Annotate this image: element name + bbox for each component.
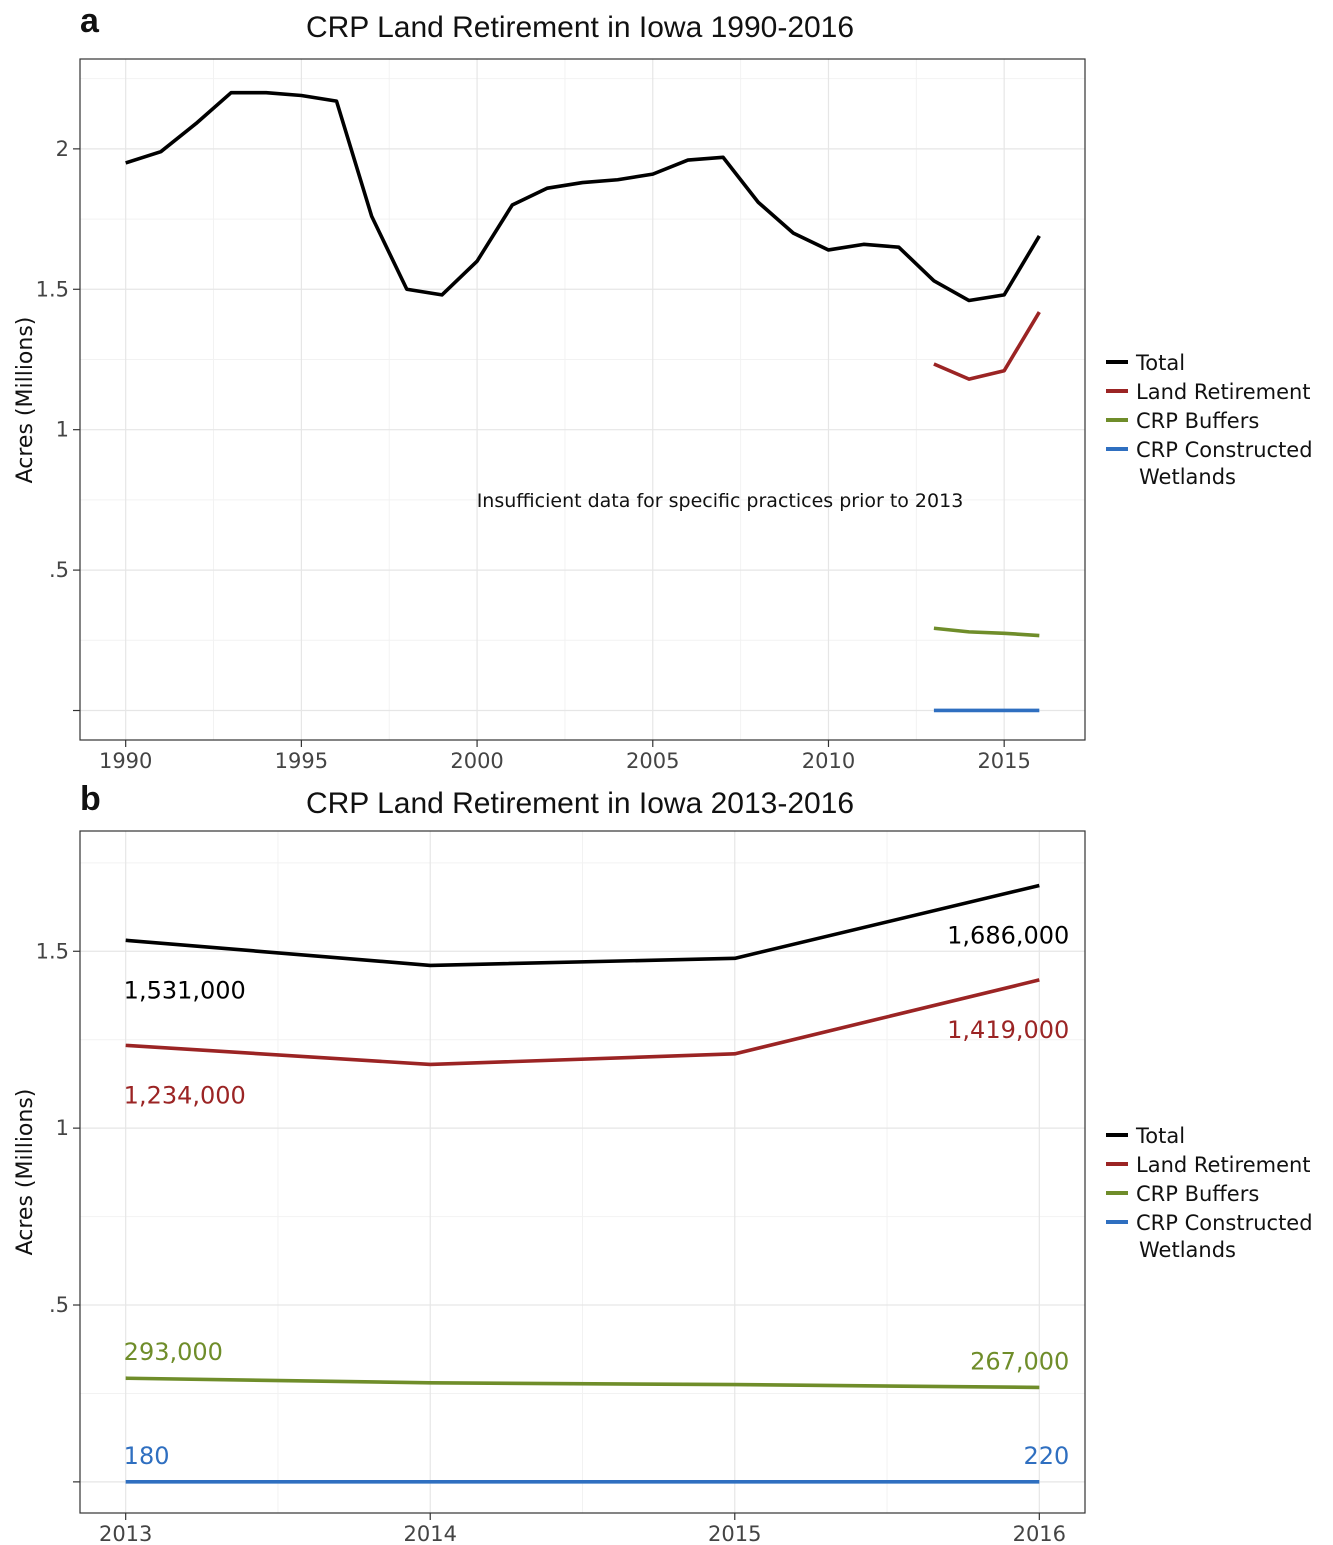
- data-label: 1,234,000: [124, 1081, 246, 1109]
- panel-letter: a: [80, 2, 100, 40]
- plot-frame: [79, 58, 1086, 741]
- x-tick-label: 1990: [99, 749, 152, 773]
- legend: Total Land Retirement CRP Buffers CRP Const…: [1106, 351, 1313, 489]
- x-tick-label: 2014: [404, 1522, 457, 1545]
- annotation-text: Insufficient data for specific practices…: [477, 490, 964, 512]
- y-tick-label: .5: [49, 558, 69, 582]
- legend-label: Land Retirement: [1136, 380, 1311, 404]
- series-line-land-retirement: [125, 978, 1040, 1067]
- y-tick-label: 1: [56, 418, 69, 442]
- legend-label: Land Retirement: [1136, 1153, 1311, 1177]
- y-tick-label: 1.5: [36, 939, 69, 963]
- x-tick-label: 2000: [450, 749, 503, 773]
- x-tick-label: 2005: [626, 749, 679, 773]
- data-label: 293,000: [124, 1338, 223, 1366]
- data-label: 267,000: [970, 1347, 1069, 1375]
- data-label: 180: [124, 1442, 170, 1470]
- legend: Total Land Retirement CRP Buffers CRP Const…: [1106, 1124, 1313, 1262]
- panel-a: 1990 1995 2000 2005 2010 2015 .5 1 1.5 2 a CRP Land…: [13, 2, 1313, 773]
- legend-label: CRP Constructed Wetlands: [1136, 438, 1313, 489]
- y-axis-title: Acres (Millions): [13, 1089, 38, 1256]
- x-tick-label: 2010: [802, 749, 855, 773]
- series-line-total: [125, 883, 1040, 968]
- data-label: 1,531,000: [124, 976, 246, 1004]
- data-label: 220: [1024, 1442, 1070, 1470]
- series-line-crp-buffers: [933, 626, 1040, 638]
- x-tick-label: 2015: [708, 1522, 761, 1545]
- legend-label: CRP Buffers: [1136, 409, 1259, 433]
- x-tick-label: 1995: [275, 749, 328, 773]
- panel-b: 2013 2014 2015 2016 .5 1 1.5 b CRP Land Retireme…: [13, 780, 1313, 1545]
- legend-label: Total: [1135, 351, 1185, 375]
- y-tick-label: 2: [56, 137, 69, 161]
- y-axis-title: Acres (Millions): [13, 317, 38, 484]
- chart-title: CRP Land Retirement in Iowa 1990-2016: [306, 11, 854, 44]
- data-label: 1,419,000: [947, 1016, 1069, 1044]
- chart-title: CRP Land Retirement in Iowa 2013-2016: [306, 787, 854, 820]
- series-line-crp-buffers: [125, 1376, 1040, 1390]
- x-tick-label: 2016: [1013, 1522, 1066, 1545]
- legend-label: CRP Constructed Wetlands: [1136, 1211, 1313, 1262]
- legend-label: CRP Buffers: [1136, 1182, 1259, 1206]
- x-tick-label: 2013: [99, 1522, 152, 1545]
- plot-frame: [79, 830, 1086, 1514]
- y-tick-label: .5: [49, 1293, 69, 1317]
- panel-letter: b: [80, 780, 101, 818]
- legend-label: Total: [1135, 1124, 1185, 1148]
- series-line-land-retirement: [933, 311, 1041, 381]
- x-tick-label: 2015: [977, 749, 1030, 773]
- series-line-total: [125, 90, 1041, 303]
- y-tick-label: 1.5: [36, 277, 69, 301]
- data-label: 1,686,000: [947, 921, 1069, 949]
- y-tick-label: 1: [56, 1116, 69, 1140]
